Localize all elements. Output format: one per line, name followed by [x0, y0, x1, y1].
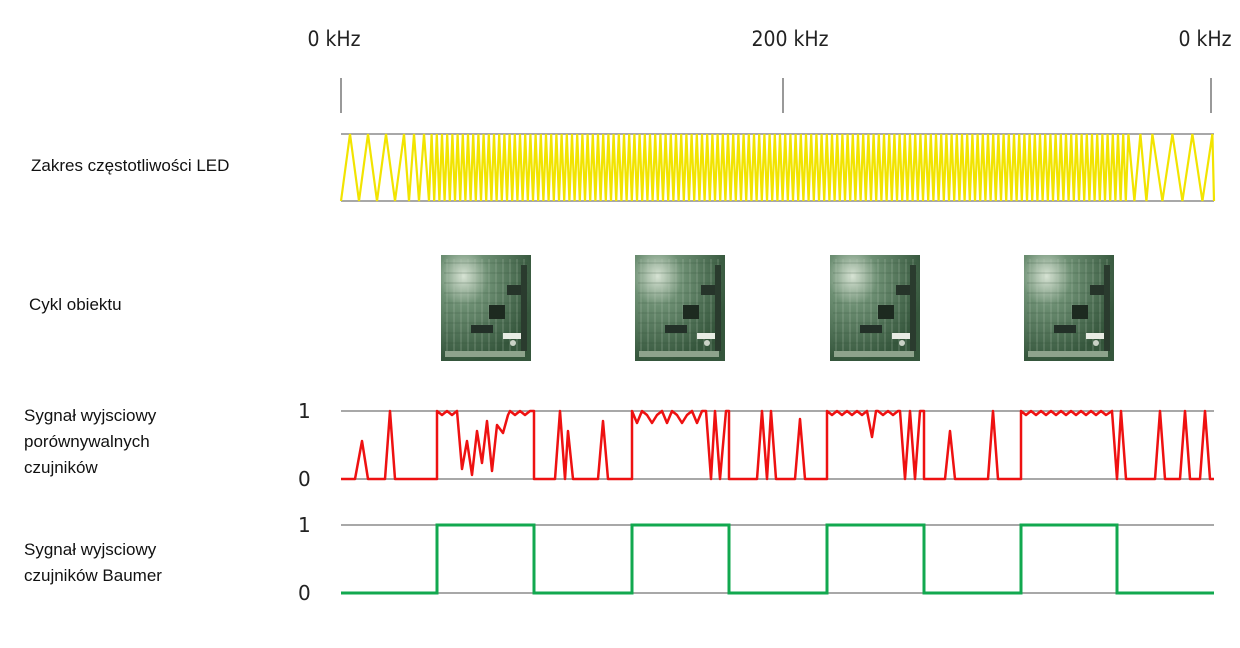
- comparable-level-low: 0: [298, 467, 311, 491]
- comparable-level-high: 1: [298, 399, 311, 423]
- comparable-sensors-label: Sygnał wyjsciowy porównywalnych czujnikó…: [24, 406, 157, 477]
- frequency-tick-start: 0 kHz: [307, 27, 360, 51]
- led-frequency-wave: [339, 133, 1216, 202]
- baumer-level-high: 1: [298, 513, 311, 537]
- object-circuit-board-2: [635, 255, 725, 361]
- object-circuit-board-3: [830, 255, 920, 361]
- baumer-level-low: 0: [298, 581, 311, 605]
- frequency-tick-middle: 200 kHz: [751, 27, 828, 51]
- object-circuit-board-4: [1024, 255, 1114, 361]
- frequency-tick-end: 0 kHz: [1178, 27, 1231, 51]
- baumer-signal-plot: 1 0: [298, 513, 1214, 605]
- object-circuit-board-1: [441, 255, 531, 361]
- object-cycle-label: Cykl obiektu: [29, 295, 122, 314]
- comparable-signal-plot: 1 0: [298, 399, 1214, 491]
- comparable-output-signal: [341, 409, 1214, 481]
- led-frequency-label: Zakres częstotliwości LED: [31, 156, 230, 175]
- baumer-output-signal: [341, 523, 1214, 595]
- frequency-axis: 0 kHz 200 kHz 0 kHz: [307, 27, 1232, 113]
- baumer-sensors-label: Sygnał wyjsciowy czujników Baumer: [24, 540, 162, 585]
- led-frequency-band: [339, 133, 1216, 202]
